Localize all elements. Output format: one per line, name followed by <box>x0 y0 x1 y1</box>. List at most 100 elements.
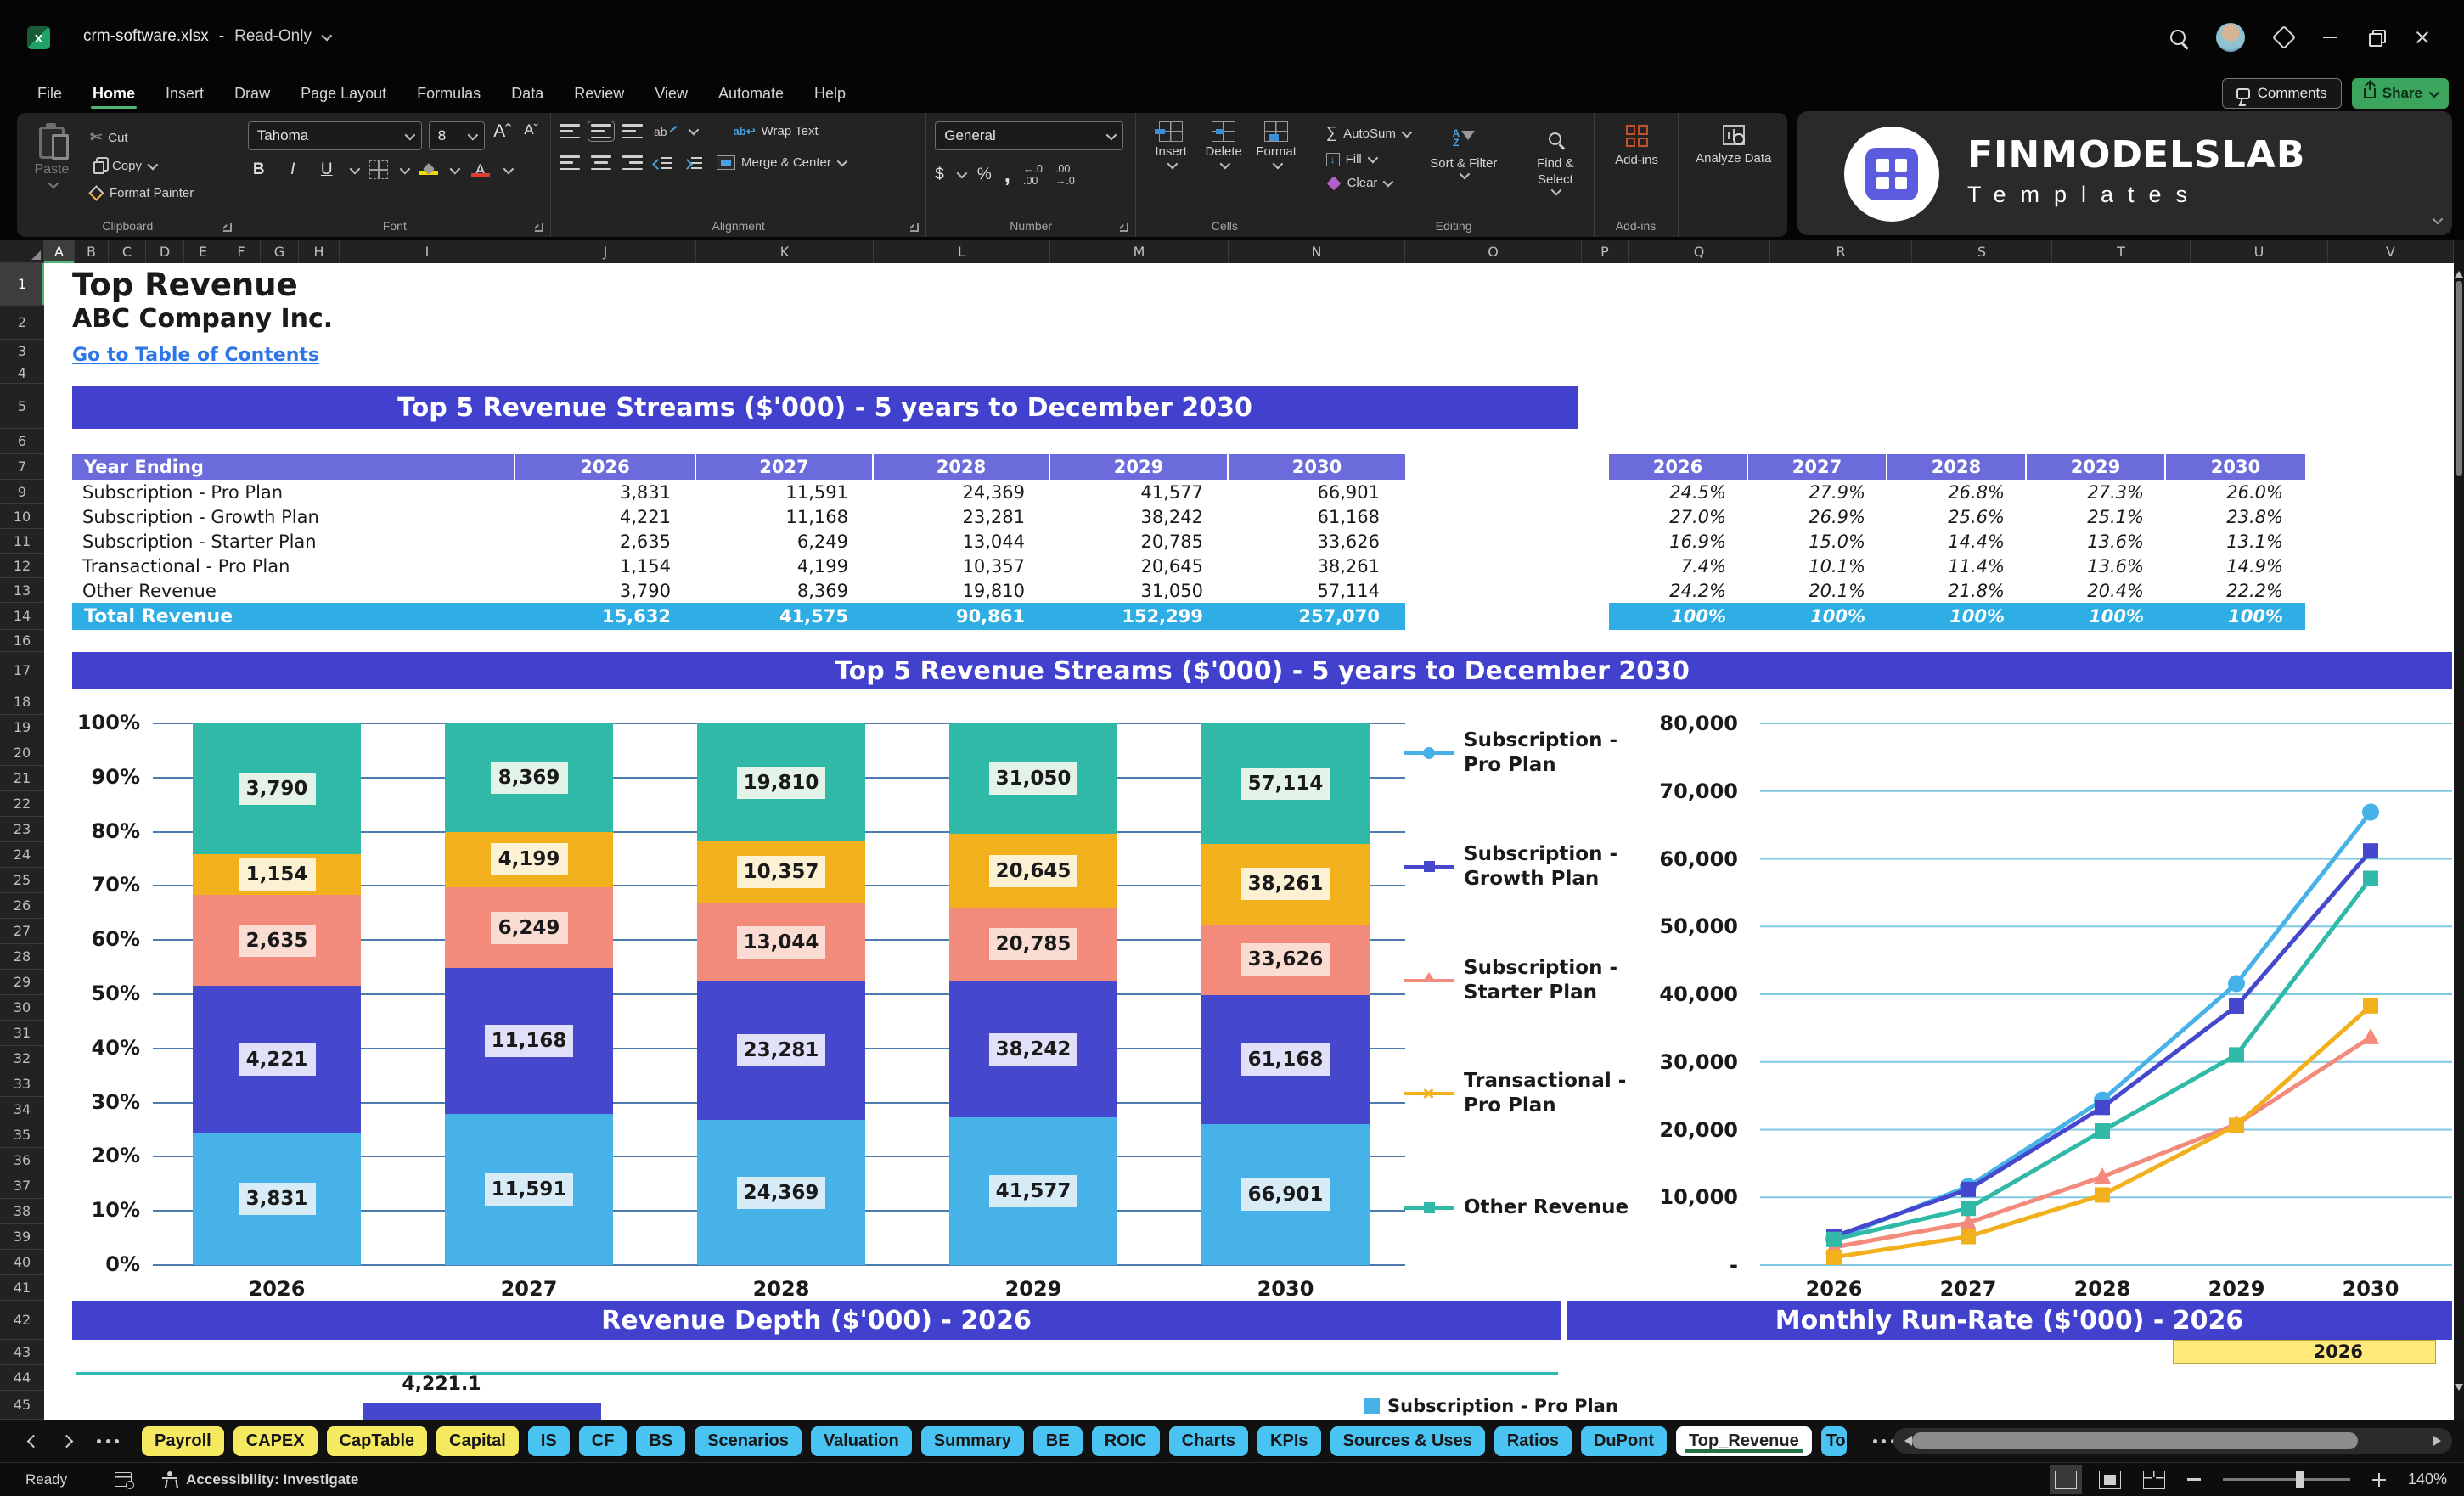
column-header-M[interactable]: M <box>1050 240 1229 263</box>
normal-view-button[interactable] <box>2049 1465 2082 1494</box>
column-header-I[interactable]: I <box>340 240 515 263</box>
menu-tab-home[interactable]: Home <box>81 79 147 109</box>
grow-font-button[interactable]: Aˆ <box>493 121 512 141</box>
row-header-31[interactable]: 31 <box>0 1021 44 1046</box>
column-header-G[interactable]: G <box>261 240 299 263</box>
row-header-40[interactable]: 40 <box>0 1250 44 1275</box>
font-size-select[interactable]: 8 <box>428 121 485 150</box>
sheet-tab-summary[interactable]: Summary <box>920 1425 1025 1457</box>
column-header-Q[interactable]: Q <box>1629 240 1770 263</box>
row-header-33[interactable]: 33 <box>0 1071 44 1097</box>
menu-tab-automate[interactable]: Automate <box>717 85 784 102</box>
horizontal-scrollbar[interactable] <box>1893 1428 2452 1454</box>
row-header-39[interactable]: 39 <box>0 1224 44 1250</box>
share-button[interactable]: Share <box>2351 78 2449 109</box>
sheet-tab-top-revenue[interactable]: Top_Revenue <box>1675 1425 1813 1457</box>
find-select-button[interactable]: Find & Select <box>1515 121 1596 196</box>
autosum-button[interactable]: ∑ AutoSum <box>1323 121 1413 145</box>
legend-item-subscription-starter-plan[interactable]: Subscription - Starter Plan <box>1404 956 1657 1005</box>
number-format-select[interactable]: General <box>935 121 1124 150</box>
column-header-J[interactable]: J <box>515 240 696 263</box>
scroll-right-icon[interactable] <box>2433 1436 2446 1446</box>
fill-button[interactable]: ↓ Fill <box>1323 149 1413 169</box>
prev-sheet-icon[interactable] <box>26 1434 41 1448</box>
row-header-24[interactable]: 24 <box>0 842 44 868</box>
toc-hyperlink[interactable]: Go to Table of Contents <box>72 345 319 366</box>
row-header-34[interactable]: 34 <box>0 1097 44 1122</box>
column-header-B[interactable]: B <box>75 240 109 263</box>
row-header-10[interactable]: 10 <box>0 504 44 529</box>
column-header-E[interactable]: E <box>184 240 222 263</box>
row-header-4[interactable]: 4 <box>0 363 44 384</box>
zoom-level[interactable]: 140% <box>2407 1471 2447 1488</box>
row-header-1[interactable]: 1 <box>0 263 44 306</box>
scroll-left-icon[interactable] <box>1899 1436 1912 1446</box>
sheet-tab-charts[interactable]: Charts <box>1167 1425 1250 1457</box>
insert-cells-button[interactable]: Insert <box>1145 121 1197 170</box>
cut-button[interactable]: ✄ Cut <box>87 127 197 149</box>
row-header-26[interactable]: 26 <box>0 893 44 919</box>
orientation-icon[interactable]: ab <box>654 125 678 138</box>
currency-format-button[interactable]: $ <box>935 165 944 183</box>
menu-tab-review[interactable]: Review <box>574 85 625 102</box>
premium-gem-icon[interactable] <box>2271 25 2297 50</box>
currency-dropdown-icon[interactable] <box>956 167 968 179</box>
sheet-tab-bs[interactable]: BS <box>635 1425 687 1457</box>
row-header-41[interactable]: 41 <box>0 1275 44 1301</box>
column-header-C[interactable]: C <box>109 240 146 263</box>
row-header-7[interactable]: 7 <box>0 454 44 480</box>
legend-item-subscription-growth-plan[interactable]: Subscription - Growth Plan <box>1404 842 1657 891</box>
menu-tab-help[interactable]: Help <box>814 85 847 102</box>
row-header-16[interactable]: 16 <box>0 630 44 652</box>
row-header-44[interactable]: 44 <box>0 1365 44 1391</box>
format-painter-button[interactable]: Format Painter <box>87 183 197 203</box>
sheet-tab-capex[interactable]: CAPEX <box>232 1425 318 1457</box>
column-header-F[interactable]: F <box>222 240 261 263</box>
macro-record-icon[interactable] <box>115 1472 135 1489</box>
menu-tab-insert[interactable]: Insert <box>166 85 205 102</box>
row-header-42[interactable]: 42 <box>0 1301 44 1340</box>
fill-color-button[interactable] <box>419 162 438 176</box>
row-header-36[interactable]: 36 <box>0 1148 44 1173</box>
underline-dropdown-icon[interactable] <box>349 163 360 174</box>
column-header-L[interactable]: L <box>874 240 1050 263</box>
column-header-P[interactable]: P <box>1582 240 1629 263</box>
font-dialog-launcher-icon[interactable] <box>534 223 543 232</box>
delete-cells-button[interactable]: Delete <box>1197 121 1250 170</box>
column-header-S[interactable]: S <box>1912 240 2052 263</box>
row-header-27[interactable]: 27 <box>0 919 44 944</box>
comma-format-button[interactable]: , <box>1004 161 1010 187</box>
row-header-11[interactable]: 11 <box>0 529 44 554</box>
align-center-button[interactable] <box>590 155 611 170</box>
restore-button[interactable] <box>2369 30 2386 47</box>
orientation-dropdown-icon[interactable] <box>688 124 699 136</box>
row-header-38[interactable]: 38 <box>0 1199 44 1224</box>
underline-button[interactable]: U <box>320 160 333 178</box>
decrease-indent-icon[interactable] <box>654 156 672 170</box>
legend-item-transactional-pro-plan[interactable]: Transactional - Pro Plan <box>1404 1069 1657 1118</box>
font-name-select[interactable]: Tahoma <box>247 121 422 150</box>
zoom-slider-thumb[interactable] <box>2295 1471 2304 1488</box>
align-bottom-button[interactable] <box>622 124 643 138</box>
legend-item-other-revenue[interactable]: Other Revenue <box>1404 1195 1657 1220</box>
paste-button[interactable]: Paste <box>25 121 78 203</box>
row-header-23[interactable]: 23 <box>0 817 44 842</box>
sheet-tab-dupont[interactable]: DuPont <box>1579 1425 1668 1457</box>
analyze-data-button[interactable]: Analyze Data <box>1687 125 1781 166</box>
sheet-tab-capital[interactable]: Capital <box>436 1425 520 1457</box>
scroll-down-icon[interactable] <box>2455 1384 2463 1395</box>
merge-center-button[interactable]: Merge & Center <box>713 153 848 172</box>
align-top-button[interactable] <box>559 124 580 138</box>
page-layout-view-button[interactable] <box>2098 1470 2121 1489</box>
bold-button[interactable]: B <box>252 160 265 178</box>
row-header-2[interactable]: 2 <box>0 306 44 340</box>
borders-icon[interactable] <box>368 160 388 179</box>
close-button[interactable] <box>2415 30 2430 45</box>
fill-color-dropdown-icon[interactable] <box>449 163 460 174</box>
font-color-dropdown-icon[interactable] <box>503 163 514 174</box>
menu-tab-page-layout[interactable]: Page Layout <box>301 85 387 102</box>
row-header-5[interactable]: 5 <box>0 384 44 429</box>
title-dropdown-icon[interactable] <box>321 30 333 41</box>
row-header-12[interactable]: 12 <box>0 554 44 578</box>
